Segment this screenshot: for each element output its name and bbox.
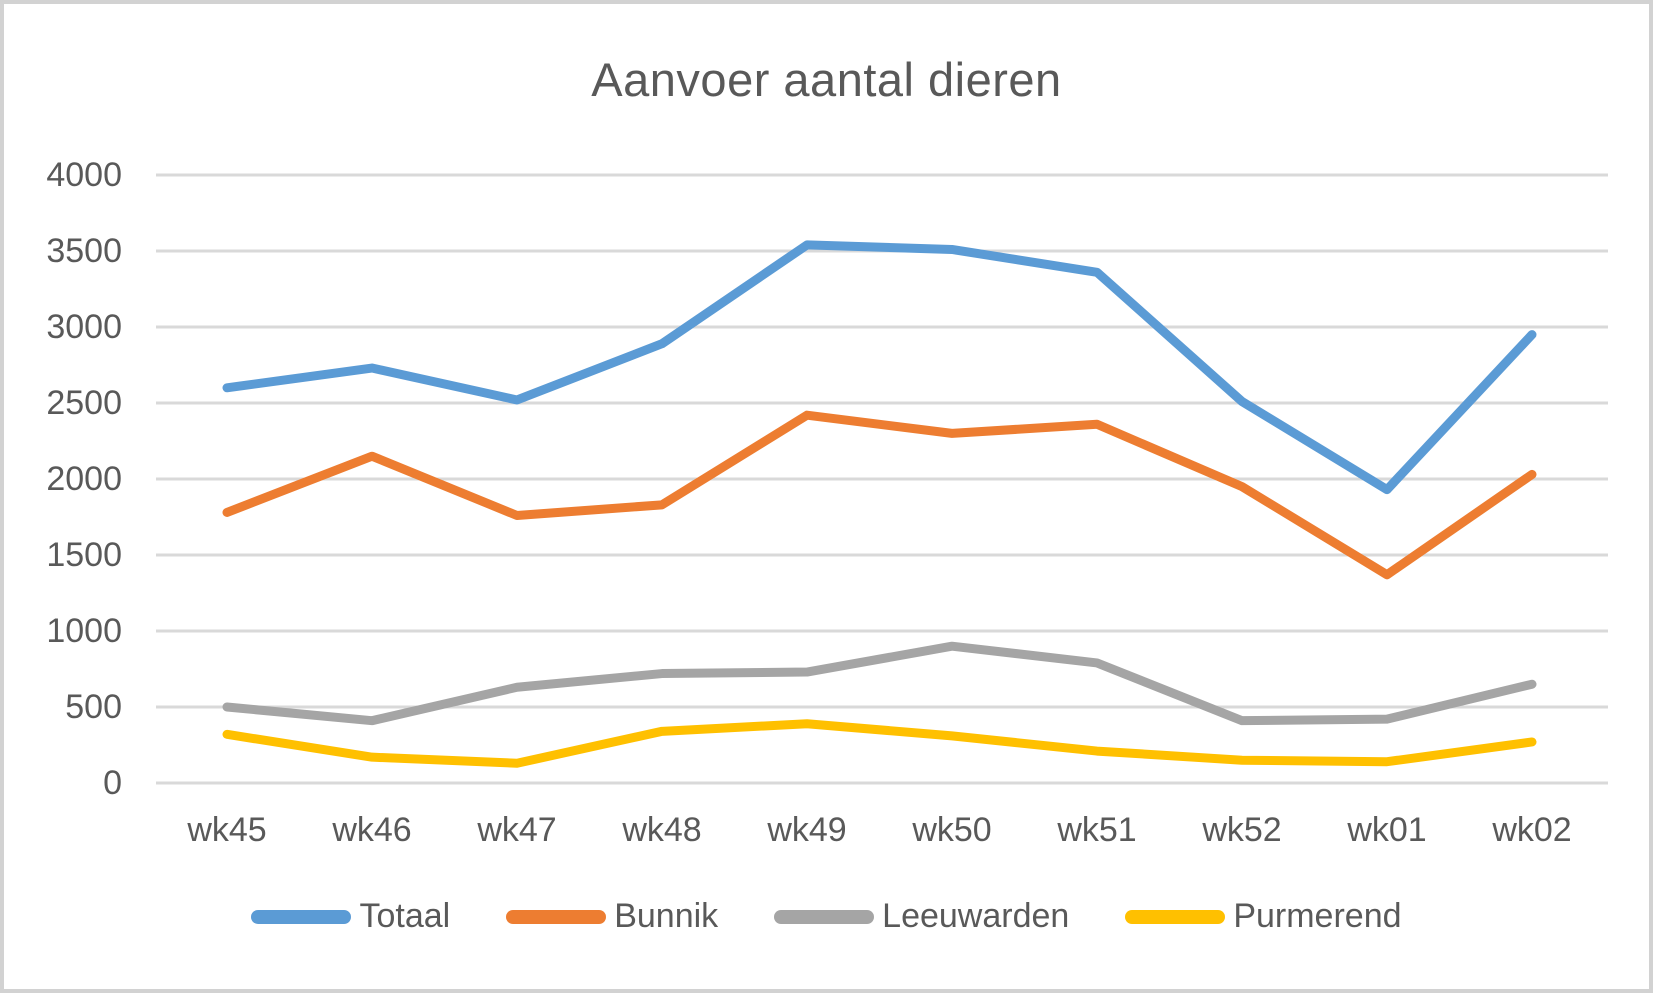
y-axis-tick-label: 2000 — [46, 460, 122, 498]
x-axis-category-label: wk47 — [477, 811, 557, 849]
legend-swatch-bunnik — [506, 909, 607, 924]
series-line-leeuwarden — [222, 641, 1537, 726]
y-axis-tick-label: 3000 — [46, 308, 122, 346]
y-axis-tick-label: 3500 — [46, 232, 122, 270]
x-axis-category-label: wk01 — [1347, 811, 1427, 849]
x-axis-category-label: wk46 — [332, 811, 412, 849]
legend-item-bunnik: Bunnik — [506, 897, 718, 936]
series-lines-group — [222, 240, 1537, 768]
y-axis-tick-label: 500 — [65, 688, 122, 726]
y-axis-tick-label: 4000 — [46, 156, 122, 194]
gridlines-group — [156, 173, 1608, 785]
x-axis-category-label: wk50 — [912, 811, 992, 849]
legend-label: Totaal — [359, 897, 451, 935]
legend-item-leeuwarden: Leeuwarden — [774, 897, 1069, 936]
series-line-totaal — [222, 240, 1537, 495]
y-axis-tick-label: 0 — [103, 764, 122, 802]
legend-item-purmerend: Purmerend — [1125, 897, 1402, 936]
legend-swatch-totaal — [251, 909, 352, 924]
legend-swatch-purmerend — [1125, 909, 1226, 924]
legend-swatch-leeuwarden — [774, 909, 875, 924]
legend-label: Bunnik — [614, 897, 719, 935]
legend-label: Purmerend — [1233, 897, 1402, 935]
x-axis-category-label: wk45 — [187, 811, 267, 849]
series-line-purmerend — [222, 719, 1537, 768]
plot-area-svg — [156, 173, 1608, 785]
series-line-bunnik — [222, 410, 1537, 580]
x-axis-category-label: wk52 — [1202, 811, 1282, 849]
x-axis-category-label: wk49 — [767, 811, 847, 849]
legend-item-totaal: Totaal — [251, 897, 450, 936]
y-axis-tick-label: 1500 — [46, 536, 122, 574]
x-axis-category-label: wk51 — [1057, 811, 1137, 849]
legend-label: Leeuwarden — [882, 897, 1070, 935]
x-axis-category-label: wk48 — [622, 811, 702, 849]
chart-title: Aanvoer aantal dieren — [591, 53, 1062, 106]
legend: Totaal Bunnik Leeuwarden Purmerend — [4, 897, 1649, 936]
x-axis-category-label: wk02 — [1492, 811, 1572, 849]
y-axis-tick-label: 1000 — [46, 612, 122, 650]
y-axis-tick-label: 2500 — [46, 384, 122, 422]
